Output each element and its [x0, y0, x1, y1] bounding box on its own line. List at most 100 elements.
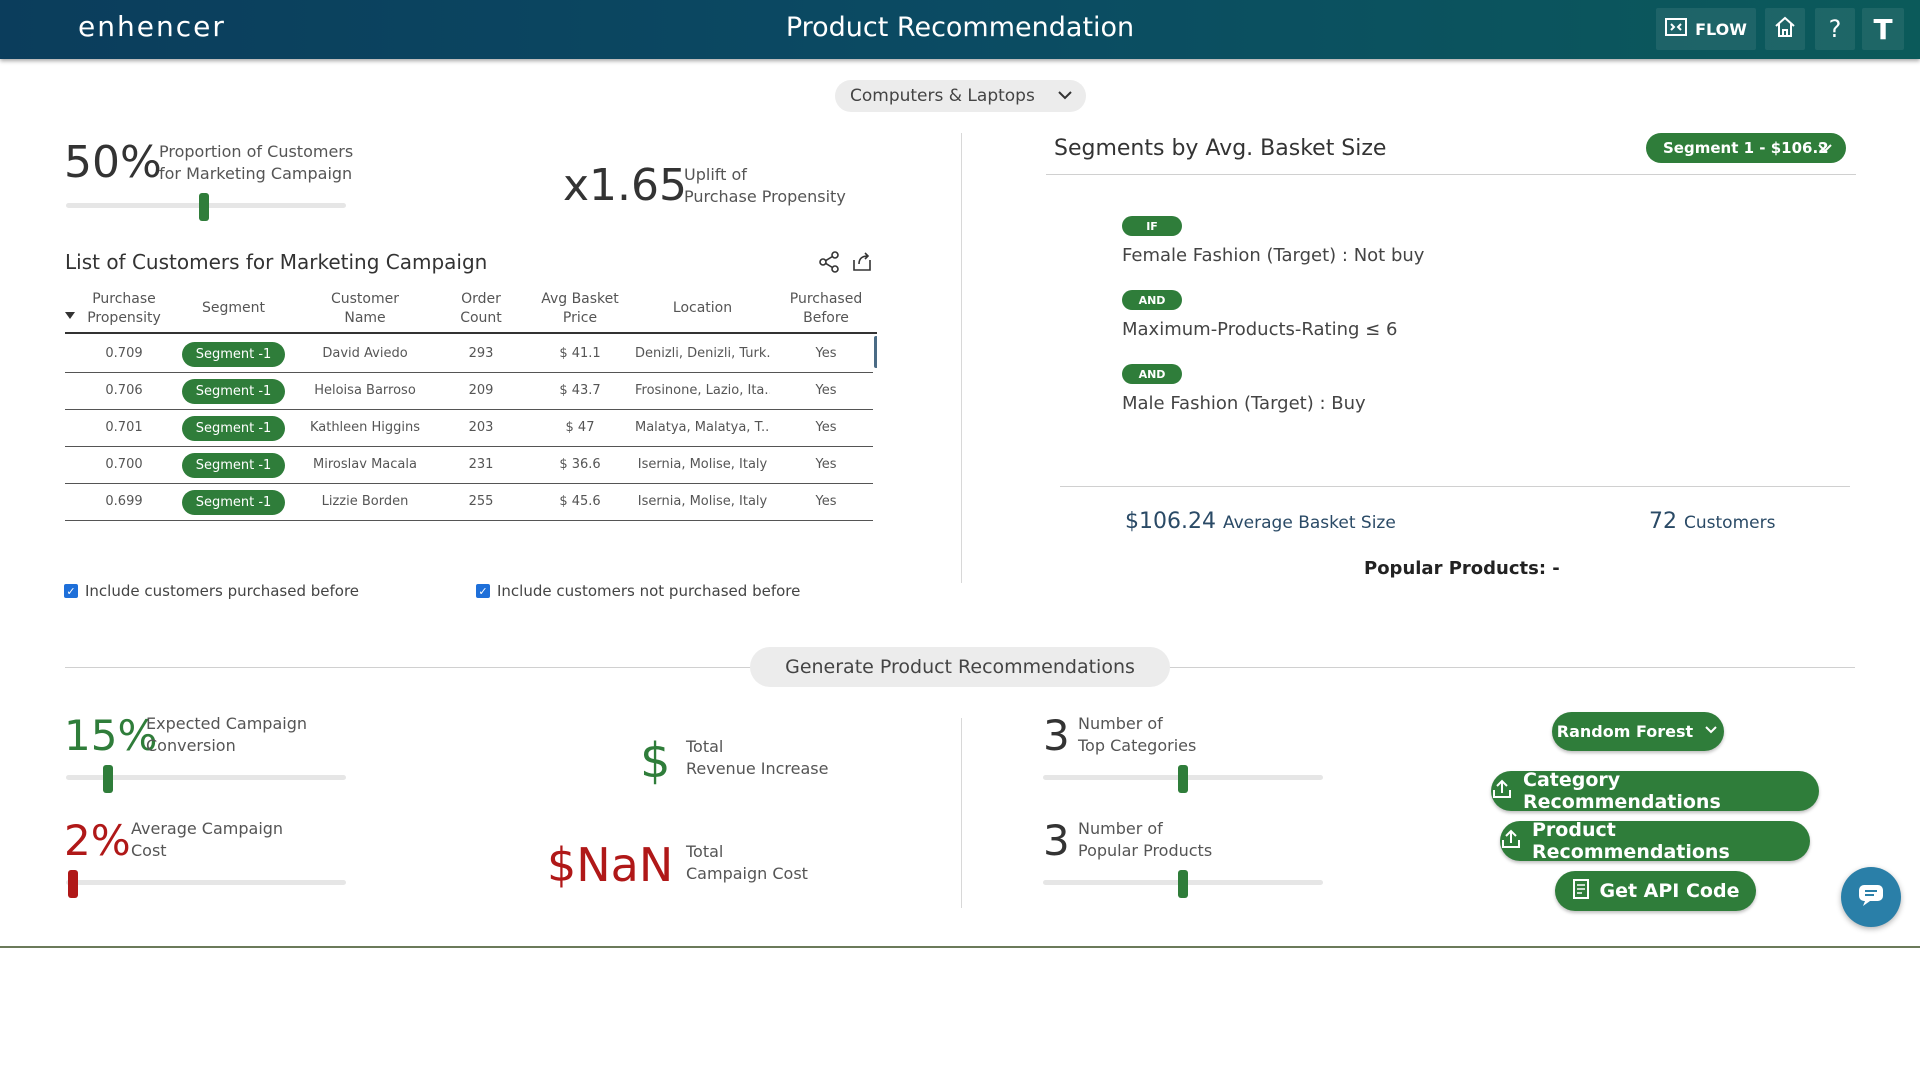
customers-label: Customers: [1684, 513, 1776, 533]
campaign-cost-label: Total Campaign Cost: [686, 841, 808, 885]
cell-customer-name: Lizzie Borden: [321, 494, 409, 509]
column-header-segment[interactable]: Segment: [182, 299, 285, 318]
segment-badge: Segment -1: [182, 379, 285, 404]
table-body[interactable]: 0.709 David Aviedo 293 $ 41.1 Denizli, Deniz…: [65, 336, 877, 526]
cell-order-count: 255: [468, 494, 494, 509]
include-not-purchased-checkbox[interactable]: ✓ Include customers not purchased before: [476, 582, 800, 600]
popular-products: Popular Products: -: [1364, 558, 1560, 579]
cell-avg-basket-price: $ 47: [565, 420, 595, 435]
cell-customer-name: Heloisa Barroso: [314, 383, 416, 398]
export-icon[interactable]: [850, 249, 874, 277]
chat-button[interactable]: [1841, 867, 1901, 927]
cell-purchased-before: Yes: [815, 420, 837, 435]
cost-label-line2: Cost: [131, 841, 167, 860]
top-categories-label-line1: Number of: [1078, 714, 1163, 733]
column-header-purchased[interactable]: Purchased Before: [779, 290, 873, 328]
product-recommendations-button[interactable]: Product Recommendations: [1500, 819, 1810, 863]
sort-desc-icon[interactable]: [65, 305, 75, 324]
model-select[interactable]: Random Forest: [1552, 712, 1724, 751]
home-icon: [1774, 16, 1796, 42]
top-categories-slider-thumb[interactable]: [1178, 765, 1188, 793]
product-recommendations-label: Product Recommendations: [1532, 819, 1730, 863]
column-header-orders[interactable]: Order Count: [441, 290, 521, 328]
flow-button[interactable]: FLOW: [1656, 8, 1756, 50]
segments-title: Segments by Avg. Basket Size: [1054, 136, 1387, 161]
revenue-label-line1: Total: [686, 737, 724, 756]
generate-recommendations-button[interactable]: Generate Product Recommendations: [750, 647, 1170, 687]
column-header-name[interactable]: Customer Name: [300, 290, 430, 328]
help-button[interactable]: ?: [1815, 8, 1855, 50]
column-header-line1: Order: [461, 291, 501, 307]
cell-location: Frosinone, Lazio, Ita...: [635, 383, 770, 398]
campaign-cost-label-line2: Campaign Cost: [686, 864, 808, 883]
share-icon[interactable]: [817, 250, 841, 278]
category-dropdown[interactable]: Computers & Laptops: [835, 80, 1086, 112]
user-avatar[interactable]: T: [1862, 8, 1904, 50]
chevron-down-icon: [1816, 139, 1834, 161]
cell-avg-basket-price: $ 36.6: [559, 457, 601, 472]
cell-order-count: 203: [468, 420, 494, 435]
column-header-line2: Name: [344, 310, 386, 326]
table-row[interactable]: 0.706 Heloisa Barroso 209 $ 43.7 Frosinone, …: [65, 373, 873, 410]
category-recommendations-label: Category Recommendations: [1523, 769, 1721, 813]
top-categories-label-line2: Top Categories: [1078, 736, 1197, 755]
upload-icon: [1500, 828, 1522, 855]
app-logo[interactable]: ENHENCER: [78, 10, 226, 43]
cost-slider-track[interactable]: [66, 880, 346, 885]
home-button[interactable]: [1765, 8, 1805, 50]
popular-products-count-label-line1: Number of: [1078, 819, 1163, 838]
uplift-label-line1: Uplift of: [684, 165, 747, 184]
column-header-line1: Purchase: [92, 291, 156, 307]
table-scrollbar[interactable]: [874, 336, 877, 368]
segment-badge: Segment -1: [182, 342, 285, 367]
conversion-slider-thumb[interactable]: [103, 765, 113, 793]
uplift-value: x1.65: [563, 160, 688, 211]
table-row[interactable]: 0.700 Miroslav Macala 231 $ 36.6 Isernia, Mo…: [65, 447, 873, 484]
table-row[interactable]: 0.696Obie Benz167$ 40.8Ankara, Ankara, T…: [65, 521, 873, 526]
flow-label: FLOW: [1695, 19, 1747, 39]
table-row[interactable]: 0.701 Kathleen Higgins 203 $ 47 Malatya, Mal…: [65, 410, 873, 447]
cell-location: Isernia, Molise, Italy: [637, 494, 768, 509]
rule-tag-and: AND: [1122, 290, 1182, 310]
column-header-price[interactable]: Avg Basket Price: [530, 290, 630, 328]
conversion-value: 15%: [64, 711, 158, 760]
column-header-propensity[interactable]: Purchase Propensity: [77, 290, 171, 328]
conversion-slider-track[interactable]: [66, 775, 346, 780]
top-categories-value: 3: [1043, 711, 1070, 760]
proportion-label-line2: for Marketing Campaign: [159, 164, 353, 183]
cost-slider-thumb[interactable]: [68, 870, 78, 898]
avg-basket-stat: $106.24 Average Basket Size: [1125, 509, 1396, 534]
rule-text-2: Maximum-Products-Rating ≤ 6: [1122, 319, 1398, 340]
campaign-cost-value: $NaN: [547, 838, 674, 892]
customer-list-title: List of Customers for Marketing Campaign: [65, 250, 488, 274]
rule-tag-and: AND: [1122, 364, 1182, 384]
column-header-line2: Price: [562, 310, 598, 326]
chat-icon: [1857, 883, 1885, 911]
include-purchased-checkbox[interactable]: ✓ Include customers purchased before: [64, 582, 359, 600]
get-api-code-button[interactable]: Get API Code: [1555, 871, 1756, 911]
chevron-down-icon: [1056, 86, 1074, 109]
upload-icon: [1491, 778, 1513, 805]
campaign-cost-label-line1: Total: [686, 842, 724, 861]
category-recommendations-button[interactable]: Category Recommendations: [1491, 769, 1819, 813]
cost-label: Average Campaign Cost: [131, 818, 283, 862]
segment-select[interactable]: Segment 1 - $106.2: [1646, 133, 1846, 163]
rule-tag-if: IF: [1122, 216, 1182, 236]
segment-select-value: Segment 1 - $106.2: [1663, 139, 1829, 157]
cell-propensity: 0.699: [105, 494, 143, 509]
table-row[interactable]: 0.699 Lizzie Borden 255 $ 45.6 Isernia, Moli…: [65, 484, 873, 521]
cell-avg-basket-price: $ 41.1: [559, 346, 601, 361]
column-header-line1: Customer: [330, 291, 399, 307]
table-header: Purchase Propensity Segment Customer Nam…: [65, 288, 877, 334]
checkbox-checked-icon[interactable]: ✓: [64, 584, 78, 598]
column-header-line1: Purchased: [789, 291, 863, 307]
cell-order-count: 231: [468, 457, 494, 472]
cell-location: Malatya, Malatya, T...: [635, 420, 770, 435]
bottom-vertical-divider: [961, 718, 962, 908]
checkbox-checked-icon[interactable]: ✓: [476, 584, 490, 598]
proportion-slider-thumb[interactable]: [199, 193, 209, 221]
cell-purchased-before: Yes: [815, 494, 837, 509]
popular-products-slider-thumb[interactable]: [1178, 870, 1188, 898]
column-header-location[interactable]: Location: [635, 299, 770, 318]
table-row[interactable]: 0.709 David Aviedo 293 $ 41.1 Denizli, Deniz…: [65, 336, 873, 373]
